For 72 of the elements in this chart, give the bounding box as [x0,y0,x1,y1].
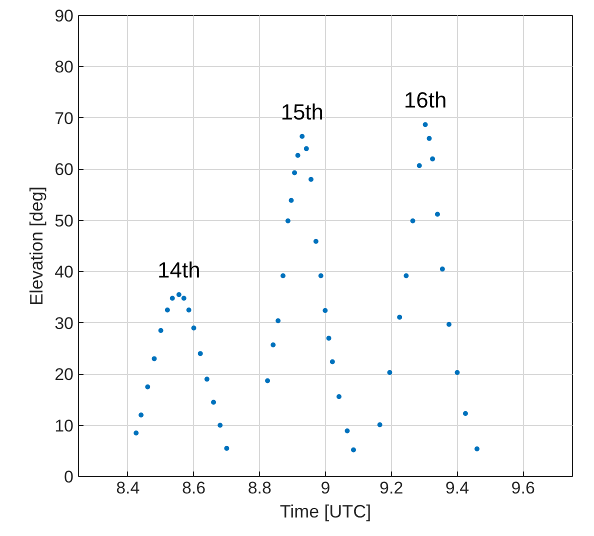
point [462,411,468,416]
point [326,336,332,341]
y-tick-label: 20 [54,365,74,384]
point [300,134,305,139]
point [426,136,432,141]
point [430,156,436,162]
point [218,422,223,428]
y-axis-title: Elevation [deg] [26,186,47,306]
point [276,318,281,324]
point [322,308,328,314]
point [454,370,460,376]
point [186,308,192,313]
y-tick-label: 0 [64,468,74,486]
point [285,218,290,224]
point [313,238,318,244]
point [308,176,314,182]
point [416,163,422,168]
annotation: 16th [404,88,447,113]
y-tick-label: 90 [54,6,74,26]
x-tick-label: 9 [320,478,330,498]
point [440,266,445,272]
point [304,146,309,152]
point [350,447,356,452]
point [434,212,440,217]
point [474,446,480,452]
annotation: 15th [280,99,324,124]
point [318,273,324,278]
point [164,308,170,313]
point [344,428,350,434]
y-tick-label: 40 [54,262,74,282]
point [181,296,186,301]
point [134,430,139,436]
point [138,412,144,418]
point [330,359,335,364]
y-tick-label: 70 [54,108,74,128]
x-tick-label: 9.6 [511,478,535,498]
x-axis-title: Time [UTC] [280,502,372,522]
point [204,376,210,382]
point [198,351,203,356]
point [292,170,298,176]
point [288,198,294,203]
point [191,325,196,330]
point [410,218,416,224]
point [211,400,216,405]
point [336,394,342,400]
y-tick-label: 30 [54,314,74,333]
point [295,152,300,158]
point [270,342,276,348]
y-tick-label: 80 [54,58,74,77]
y-tick-label: 50 [54,211,74,230]
point [176,292,182,298]
point [145,384,150,390]
x-tick-label: 8.4 [116,478,140,498]
point [265,378,270,384]
point [224,446,230,451]
x-tick-label: 9.4 [445,478,470,498]
y-tick-label: 10 [54,416,74,436]
point [404,273,409,278]
x-tick-label: 9.2 [380,478,404,498]
point [397,314,402,320]
annotation: 14th [158,258,200,283]
point [170,296,175,301]
point [422,122,428,128]
x-tick-label: 8.6 [182,478,206,498]
point [280,273,286,278]
y-tick-label: 60 [54,160,74,180]
point [377,422,382,428]
x-tick-label: 8.8 [248,478,272,498]
point [158,328,164,334]
point [446,322,452,327]
point [152,356,157,362]
point [387,370,392,376]
